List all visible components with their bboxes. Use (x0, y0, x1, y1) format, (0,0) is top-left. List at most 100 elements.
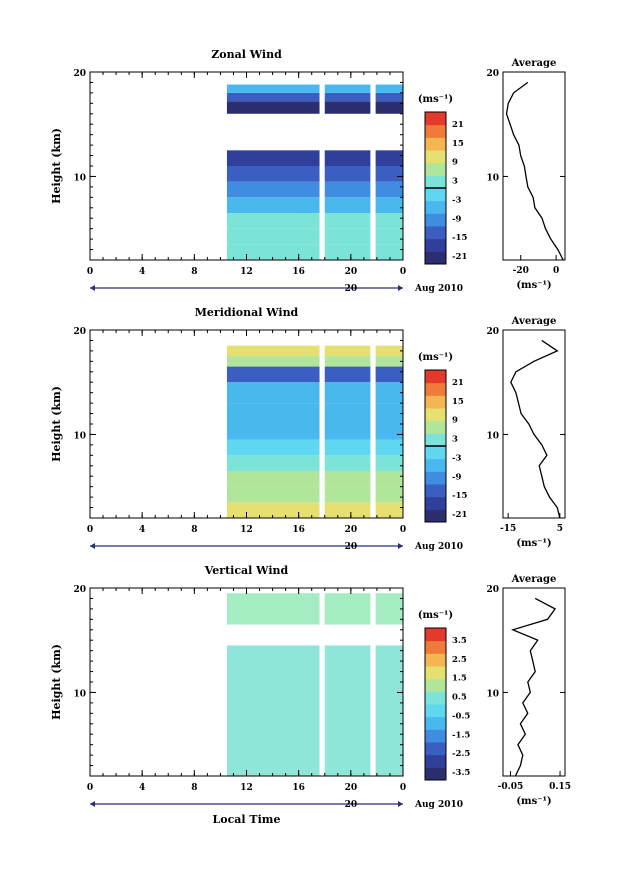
panel-title: Vertical Wind (204, 564, 289, 577)
x-tick-label: 8 (191, 783, 197, 793)
x-tick-label: 0 (400, 783, 406, 793)
heatmap (226, 72, 403, 260)
colorbar-unit: (ms⁻¹) (418, 352, 453, 363)
panel-title: Meridional Wind (195, 306, 299, 319)
colorbar-label: -9 (452, 472, 462, 482)
x-tick-label: 0 (400, 267, 406, 277)
date-bar-left-arrow (90, 285, 95, 291)
colorbar-label: -3.5 (452, 768, 470, 778)
x-tick-label: 20 (345, 783, 358, 793)
wind-band (226, 244, 403, 260)
average-y-tick-label: 20 (486, 69, 499, 79)
colorbar-cell (425, 691, 446, 705)
colorbar-cell (425, 370, 446, 384)
y-axis-label: Height (km) (50, 386, 63, 462)
colorbar-cell (425, 137, 446, 151)
date-bar-right-arrow (398, 801, 403, 807)
x-tick-label: 12 (240, 783, 253, 793)
wind-band (226, 486, 403, 503)
date-bar-left-arrow (90, 543, 95, 549)
average-unit: (ms⁻¹) (516, 280, 551, 291)
date-bar-right-arrow (398, 543, 403, 549)
data-gap (319, 588, 325, 776)
average-title: Average (511, 574, 557, 585)
colorbar: 21 15 9 3 -3 -9 -15 -21 (424, 369, 467, 523)
y-tick-label: 10 (73, 173, 86, 183)
colorbar-unit: (ms⁻¹) (418, 610, 453, 621)
colorbar-label: 9 (452, 158, 458, 168)
colorbar-cell (425, 704, 446, 718)
data-gap (370, 72, 376, 260)
colorbar-label: 3 (452, 177, 458, 187)
colorbar-cell (425, 162, 446, 176)
wind-band (226, 502, 403, 518)
date-day: 20 (345, 284, 358, 294)
colorbar-label: 1.5 (452, 674, 467, 684)
colorbar-cell (425, 238, 446, 252)
panel-1: Zonal Wind 0 4 8 12 16 20 0 20 10 Height (km) 20 Aug… (50, 48, 566, 294)
date-text: Aug 2010 (414, 800, 463, 810)
y-axis-label: Height (km) (50, 128, 63, 204)
x-tick-label: 8 (191, 525, 197, 535)
colorbar-label: 15 (452, 397, 464, 407)
colorbar-cell (425, 213, 446, 227)
wind-band (226, 593, 403, 625)
x-tick-label: 0 (87, 525, 93, 535)
colorbar-cell (425, 150, 446, 164)
date-bar-left-arrow (90, 801, 95, 807)
average-y-tick-label: 10 (486, 689, 499, 699)
average-y-tick-label: 20 (486, 585, 499, 595)
average-y-tick-label: 20 (486, 327, 499, 337)
colorbar-cell (425, 446, 446, 460)
colorbar-label: 2.5 (452, 655, 467, 665)
wind-band (226, 439, 403, 456)
y-tick-label: 10 (73, 689, 86, 699)
colorbar: 3.5 2.5 1.5 0.5 -0.5 -1.5 -2.5 -3.5 (424, 627, 470, 781)
colorbar-cell (425, 175, 446, 189)
colorbar-cell (425, 433, 446, 447)
colorbar-label: 0.5 (452, 693, 467, 703)
wind-band (226, 92, 403, 102)
average-frame (502, 71, 566, 261)
colorbar-label: -3 (452, 453, 462, 463)
wind-band (226, 356, 403, 367)
wind-band (226, 455, 403, 471)
average-unit: (ms⁻¹) (516, 538, 551, 549)
colorbar-label: -3 (452, 195, 462, 205)
colorbar-cell (425, 729, 446, 743)
x-tick-label: 0 (87, 783, 93, 793)
data-gap (319, 72, 325, 260)
colorbar-label: -21 (452, 510, 467, 520)
colorbar-cell (425, 471, 446, 485)
x-tick-label: 4 (139, 267, 145, 277)
date-text: Aug 2010 (414, 284, 463, 294)
date-text: Aug 2010 (414, 542, 463, 552)
wind-band (226, 471, 403, 487)
colorbar-label: 21 (452, 120, 464, 130)
average-title: Average (511, 58, 557, 69)
heatmap (226, 330, 403, 518)
colorbar-cell (425, 716, 446, 730)
average-x-tick-label: 5 (557, 524, 563, 534)
wind-band (226, 101, 403, 114)
colorbar-cell (425, 408, 446, 422)
colorbar-label: 21 (452, 378, 464, 388)
wind-band (226, 382, 403, 404)
wind-band (226, 197, 403, 213)
wind-band (226, 424, 403, 440)
wind-band (226, 166, 403, 182)
colorbar-label: 3.5 (452, 636, 467, 646)
colorbar-cell (425, 458, 446, 472)
colorbar-label: 9 (452, 416, 458, 426)
colorbar-cell (425, 678, 446, 692)
colorbar-cell (425, 653, 446, 667)
wind-band (226, 150, 403, 166)
x-tick-label: 4 (139, 783, 145, 793)
date-day: 20 (345, 542, 358, 552)
x-tick-label: 16 (292, 267, 305, 277)
panel-title: Zonal Wind (211, 48, 282, 61)
average-x-tick-label: -20 (513, 266, 529, 276)
colorbar-cell (425, 200, 446, 214)
average-frame (502, 329, 566, 519)
